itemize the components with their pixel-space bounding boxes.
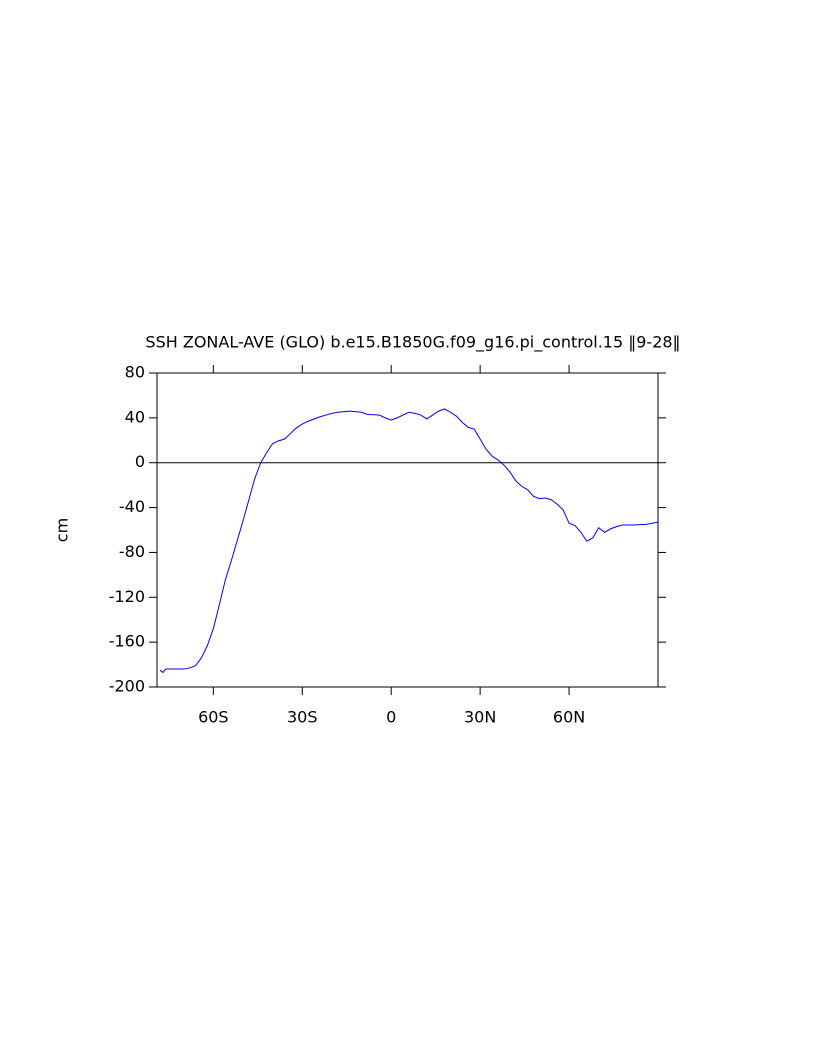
y-tick-label: -120	[109, 587, 145, 606]
y-axis-label: cm	[53, 518, 72, 542]
y-tick-label: 0	[135, 452, 145, 471]
x-tick-label: 60N	[553, 708, 585, 727]
x-tick-label: 30N	[464, 708, 496, 727]
x-tick-label: 60S	[198, 708, 229, 727]
x-tick-label: 0	[386, 708, 396, 727]
x-tick-label: 30S	[287, 708, 318, 727]
chart-title: SSH ZONAL-AVE (GLO) b.e15.B1850G.f09_g16…	[145, 333, 680, 353]
y-tick-label: -40	[119, 497, 145, 516]
y-tick-label: 80	[125, 363, 145, 382]
plot-frame	[156, 372, 659, 688]
y-tick-label: -200	[109, 677, 145, 696]
y-tick-label: -160	[109, 632, 145, 651]
data-line	[159, 408, 659, 674]
y-tick-label: 40	[125, 407, 145, 426]
y-tick-label: -80	[119, 542, 145, 561]
